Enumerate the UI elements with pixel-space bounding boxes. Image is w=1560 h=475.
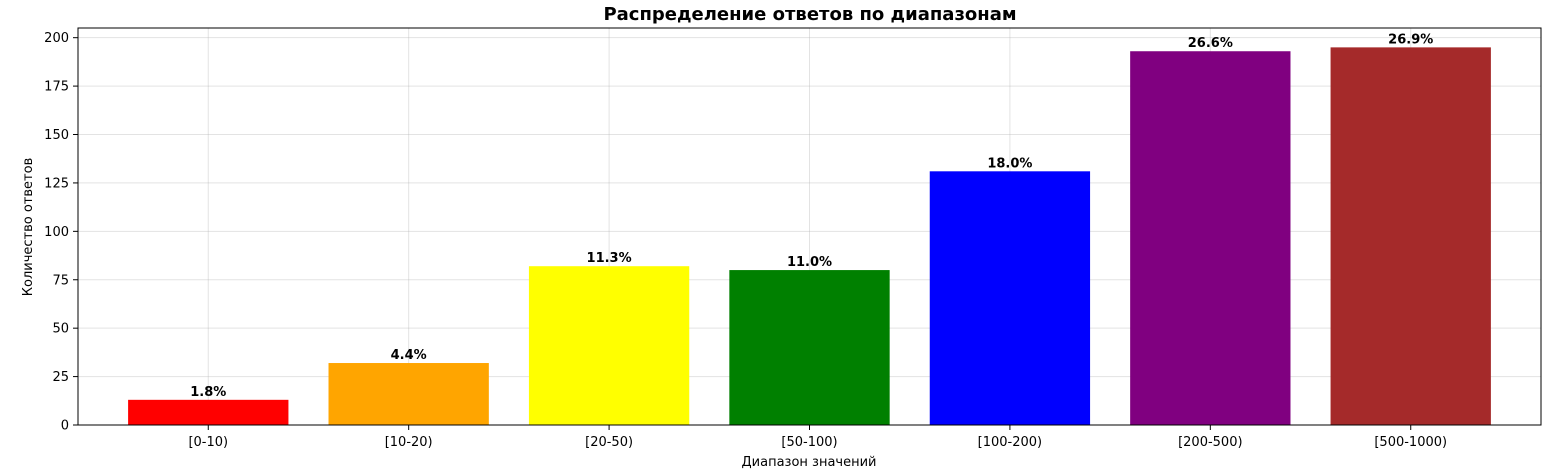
y-tick-label: 125 xyxy=(44,176,69,191)
y-tick-label: 175 xyxy=(44,80,69,95)
plot-frame xyxy=(77,27,1542,426)
bar-6 xyxy=(1330,47,1491,426)
x-tick-label: [500-1000) xyxy=(1374,435,1447,450)
bar-data-label: 26.9% xyxy=(1388,32,1433,47)
y-tick-label: 100 xyxy=(44,225,69,240)
x-tick-label: [20-50) xyxy=(585,435,633,450)
bar-1 xyxy=(328,363,489,425)
y-tick-label: 0 xyxy=(61,419,69,434)
bar-data-label: 1.8% xyxy=(190,385,226,400)
bar-data-label: 11.3% xyxy=(587,251,632,266)
y-tick-label: 75 xyxy=(52,273,69,288)
x-tick-label: [200-500) xyxy=(1178,435,1242,450)
bar-3 xyxy=(729,270,890,425)
y-tick-label: 200 xyxy=(44,31,69,46)
chart-title: Распределение ответов по диапазонам xyxy=(603,4,1016,25)
bar-data-label: 4.4% xyxy=(391,348,427,363)
y-axis-label: Количество ответов xyxy=(21,158,36,296)
x-axis: [0-10) [10-20) [20-50) [50-100) [100-200) [20… xyxy=(188,425,1447,450)
x-tick-label: [0-10) xyxy=(188,435,228,450)
bars xyxy=(128,47,1491,426)
data-labels: 1.8% 4.4% 11.3% 11.0% 18.0% 26.6% 26.9% xyxy=(190,32,1433,399)
x-tick-label: [100-200) xyxy=(978,435,1042,450)
y-axis: 0 25 50 75 100 125 150 175 200 xyxy=(44,31,78,434)
y-tick-label: 50 xyxy=(52,322,69,337)
bar-data-label: 26.6% xyxy=(1188,36,1233,51)
bar-data-label: 18.0% xyxy=(987,156,1032,171)
bar-data-label: 11.0% xyxy=(787,255,832,270)
x-tick-label: [10-20) xyxy=(385,435,433,450)
y-tick-label: 150 xyxy=(44,128,69,143)
x-axis-label: Диапазон значений xyxy=(742,455,877,470)
bar-2 xyxy=(528,266,690,425)
bar-4 xyxy=(929,171,1091,425)
bar-5 xyxy=(1130,51,1291,426)
bar-0 xyxy=(128,399,289,425)
x-tick-label: [50-100) xyxy=(781,435,837,450)
y-tick-label: 25 xyxy=(52,370,69,385)
